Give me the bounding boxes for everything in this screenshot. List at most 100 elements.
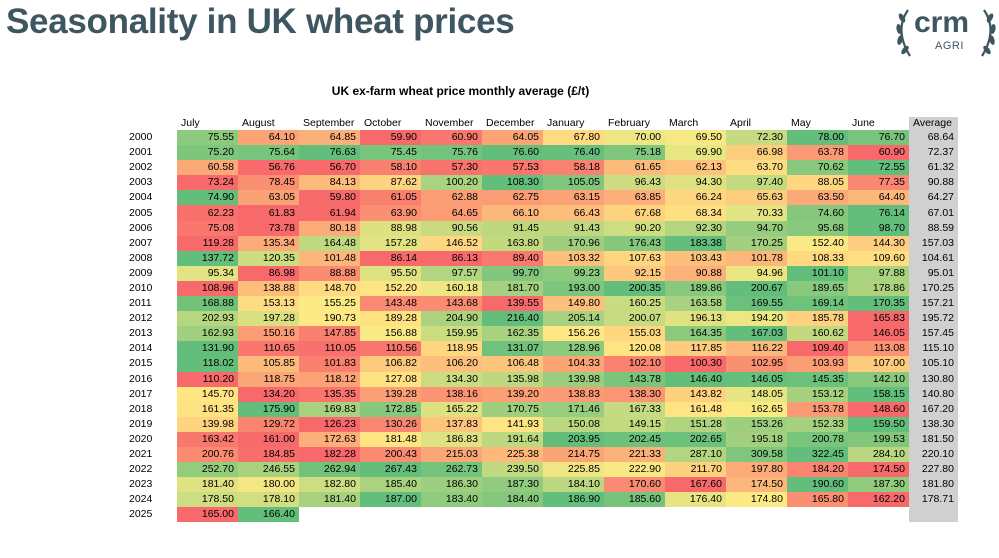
heatmap-cell: 153.78 [787, 401, 848, 417]
heatmap-cell: 197.80 [726, 462, 787, 478]
row-year-label: 2021 [129, 448, 153, 461]
heatmap-cell: 72.55 [848, 160, 909, 176]
heatmap-cell: 63.70 [726, 160, 787, 176]
heatmap-cell: 75.76 [421, 145, 482, 161]
heatmap-cell: 287.10 [665, 446, 726, 463]
heatmap-cell: 189.28 [360, 311, 421, 327]
column-header-june: June [852, 117, 875, 129]
column-header-may: May [791, 117, 811, 129]
average-cell: 138.30 [909, 416, 958, 432]
average-cell: 220.10 [909, 446, 958, 463]
average-cell: 227.80 [909, 462, 958, 478]
heatmap-cell: 119.28 [177, 235, 238, 251]
heatmap-cell: 88.88 [299, 265, 360, 281]
heatmap-cell: 225.85 [543, 462, 604, 478]
heatmap-cell: 95.34 [177, 265, 238, 281]
heatmap-cell: 76.63 [299, 145, 360, 161]
laurel-icon [896, 9, 996, 57]
row-year-label: 2023 [129, 478, 153, 491]
heatmap-cell: 161.35 [177, 401, 238, 417]
heatmap-cell: 149.15 [604, 416, 665, 432]
heatmap-cell: 160.25 [604, 296, 665, 312]
heatmap-cell: 164.48 [299, 235, 360, 251]
average-cell: 64.27 [909, 190, 958, 206]
column-header-january: January [547, 117, 585, 129]
average-cell: 157.21 [909, 296, 958, 312]
empty-cell [604, 507, 665, 522]
heatmap-cell: 105.85 [238, 356, 299, 372]
row-year-label: 2000 [129, 131, 153, 144]
heatmap-cell: 181.48 [360, 431, 421, 447]
table-row: 2011 168.88 153.13 155.25 143.48 143.68 139.55… [125, 296, 958, 312]
heatmap-cell: 138.30 [604, 386, 665, 402]
chart-title-wrap: UK ex-farm wheat price monthly average (… [0, 84, 999, 98]
heatmap-cell: 204.90 [421, 311, 482, 327]
heatmap-cell: 90.88 [665, 265, 726, 281]
heatmap-cell: 95.50 [360, 265, 421, 281]
heatmap-cell: 184.10 [543, 477, 604, 493]
heatmap-cell: 102.10 [604, 356, 665, 372]
row-year-label: 2001 [129, 146, 153, 159]
heatmap-cell: 252.70 [177, 462, 238, 478]
heatmap-cell: 174.80 [726, 492, 787, 508]
heatmap-cell: 110.05 [299, 341, 360, 357]
heatmap-cell: 172.85 [360, 401, 421, 417]
heatmap-cell: 118.75 [238, 371, 299, 387]
heatmap-cell: 163.80 [482, 235, 543, 251]
average-cell: 170.25 [909, 280, 958, 297]
table-row: 2021 200.76 184.85 182.28 200.43 215.03 225.38… [125, 446, 958, 463]
heatmap-cell: 62.13 [665, 160, 726, 176]
heatmap-cell: 118.12 [299, 371, 360, 387]
heatmap-cell: 200.43 [360, 446, 421, 463]
heatmap-cell: 309.58 [726, 446, 787, 463]
heatmap-cell: 143.82 [665, 386, 726, 402]
heatmap-cell: 62.75 [482, 190, 543, 206]
row-year-label: 2007 [129, 236, 153, 249]
empty-cell [482, 507, 543, 522]
heatmap-cell: 94.70 [726, 220, 787, 236]
empty-cell [726, 507, 787, 522]
heatmap-cell: 77.35 [848, 175, 909, 191]
heatmap-cell: 56.70 [299, 160, 360, 176]
heatmap-cell: 168.88 [177, 296, 238, 312]
heatmap-cell: 225.38 [482, 446, 543, 463]
heatmap-cell: 176.43 [604, 235, 665, 251]
heatmap-cell: 151.28 [665, 416, 726, 432]
heatmap-cell: 70.33 [726, 205, 787, 221]
heatmap-cell: 64.85 [299, 130, 360, 146]
empty-cell [421, 507, 482, 522]
heatmap-cell: 169.83 [299, 401, 360, 417]
heatmap-cell: 211.70 [665, 462, 726, 478]
heatmap-cell: 128.96 [543, 341, 604, 357]
heatmap-cell: 186.30 [421, 477, 482, 493]
heatmap-cell: 169.55 [726, 296, 787, 312]
heatmap-cell: 75.18 [604, 145, 665, 161]
empty-cell [360, 507, 421, 522]
table-row: 2012 202.93 197.28 190.73 189.28 204.90 216.40… [125, 311, 958, 327]
column-header-august: August [242, 117, 275, 129]
heatmap-cell: 59.90 [360, 130, 421, 146]
heatmap-cell: 172.63 [299, 431, 360, 447]
heatmap-cell: 100.30 [665, 356, 726, 372]
heatmap-cell: 170.75 [482, 401, 543, 417]
average-cell: 88.59 [909, 220, 958, 236]
heatmap-cell: 73.24 [177, 175, 238, 191]
heatmap-cell: 158.15 [848, 386, 909, 402]
heatmap-cell: 75.55 [177, 130, 238, 146]
row-year-label: 2019 [129, 417, 153, 430]
heatmap-cell: 66.98 [726, 145, 787, 161]
heatmap-cell: 178.86 [848, 280, 909, 297]
heatmap-cell: 56.76 [238, 160, 299, 176]
heatmap-cell: 69.50 [665, 130, 726, 146]
table-row: 2013 162.93 150.16 147.85 156.88 159.95 162.35… [125, 326, 958, 342]
average-cell: 115.10 [909, 341, 958, 357]
heatmap-body: 2000 75.55 64.10 64.85 59.90 60.90 64.05 67.80 7… [125, 130, 958, 523]
heatmap-cell: 197.28 [238, 311, 299, 327]
heatmap-cell: 165.00 [177, 507, 238, 523]
heatmap-cell: 103.43 [665, 250, 726, 266]
row-year-label: 2025 [129, 508, 153, 521]
heatmap-cell: 182.28 [299, 446, 360, 463]
heatmap-cell: 107.63 [604, 250, 665, 266]
heatmap-cell: 142.10 [848, 371, 909, 387]
heatmap-cell: 191.64 [482, 431, 543, 447]
